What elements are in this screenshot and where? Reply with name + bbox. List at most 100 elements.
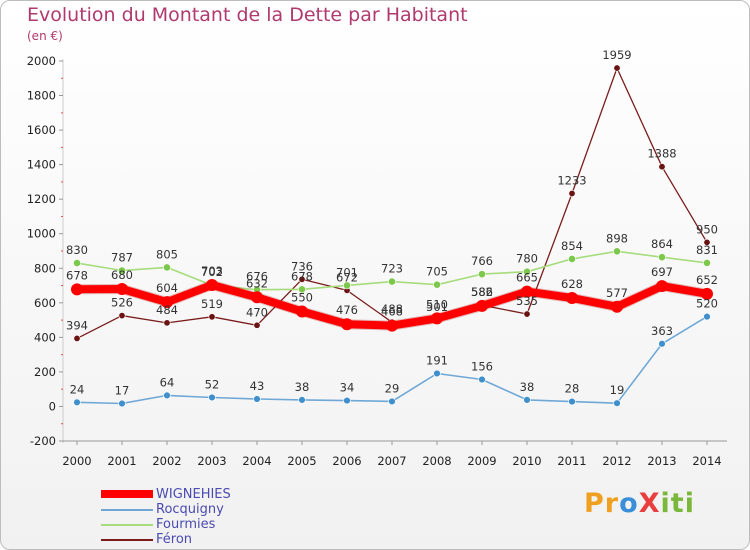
y-tick-label: 1400 — [27, 158, 56, 172]
y-tick-label: 600 — [34, 296, 56, 310]
data-label-rocquigny: 43 — [250, 379, 265, 393]
data-point-feron — [253, 321, 261, 329]
data-point-fourmies — [703, 259, 711, 267]
data-point-wignehies — [296, 305, 308, 318]
legend-label-feron: Féron — [156, 532, 193, 547]
y-tick-label: 1800 — [27, 89, 56, 103]
data-label-wignehies: 582 — [471, 285, 493, 299]
data-label-fourmies: 864 — [651, 237, 673, 251]
y-tick-label: 0 — [49, 399, 56, 413]
data-label-fourmies: 676 — [246, 270, 268, 284]
legend-label-rocquigny: Rocquigny — [156, 502, 224, 517]
data-point-wignehies — [116, 283, 128, 295]
data-point-wignehies — [476, 299, 488, 312]
data-label-wignehies: 665 — [516, 271, 538, 285]
data-point-fourmies — [163, 263, 171, 272]
data-label-feron: 470 — [246, 305, 268, 319]
data-point-fourmies — [613, 247, 621, 256]
data-label-rocquigny: 520 — [696, 297, 718, 311]
y-tick-label: 1000 — [27, 227, 56, 241]
legend-label-wignehies: WIGNEHIES — [156, 487, 231, 502]
data-label-wignehies: 510 — [426, 297, 448, 311]
data-point-rocquigny — [523, 396, 531, 404]
data-label-fourmies: 854 — [561, 239, 583, 253]
data-label-wignehies: 628 — [561, 277, 583, 291]
data-label-wignehies: 604 — [156, 281, 178, 295]
legend-swatch-wignehies — [101, 490, 153, 498]
data-label-feron: 535 — [516, 294, 538, 308]
data-label-rocquigny: 19 — [610, 383, 625, 397]
data-point-fourmies — [298, 285, 306, 294]
logo-letter: t — [670, 488, 685, 519]
data-point-feron — [523, 310, 531, 318]
data-point-feron — [73, 334, 81, 342]
data-point-wignehies — [566, 291, 578, 304]
data-point-wignehies — [71, 283, 83, 296]
data-label-rocquigny: 363 — [651, 324, 673, 338]
data-label-rocquigny: 156 — [471, 360, 493, 374]
data-point-rocquigny — [73, 398, 81, 407]
data-point-rocquigny — [568, 397, 576, 406]
legend-swatch-feron — [101, 539, 153, 541]
y-tick-label: 1600 — [27, 123, 56, 137]
x-tick-label: 2006 — [332, 454, 361, 468]
data-label-feron: 519 — [201, 297, 223, 311]
data-point-fourmies — [388, 277, 396, 286]
data-label-rocquigny: 29 — [385, 381, 400, 395]
y-tick-label: 200 — [34, 365, 56, 379]
x-tick-label: 2012 — [602, 454, 631, 468]
line-chart: -200 0 200 400 600 800 1000 1200 1400 1600 1800 200… — [27, 48, 727, 468]
data-label-wignehies: 550 — [291, 290, 313, 304]
data-label-feron: 526 — [111, 296, 133, 310]
x-tick-label: 2005 — [287, 454, 316, 468]
x-tick-label: 2013 — [647, 454, 676, 468]
data-point-wignehies — [431, 312, 443, 325]
data-point-fourmies — [73, 259, 81, 267]
legend-swatch-rocquigny — [101, 509, 153, 511]
x-tick-label: 2004 — [242, 454, 271, 468]
x-tick-label: 2008 — [422, 454, 451, 468]
data-point-rocquigny — [163, 391, 171, 400]
x-tick-label: 2014 — [692, 454, 721, 468]
data-label-wignehies: 577 — [606, 286, 628, 300]
data-point-rocquigny — [658, 340, 666, 348]
logo-letter: i — [660, 488, 671, 519]
data-point-fourmies — [523, 267, 531, 276]
data-label-wignehies: 632 — [246, 276, 268, 290]
data-point-wignehies — [611, 300, 623, 313]
data-label-fourmies: 678 — [291, 269, 313, 283]
data-point-rocquigny — [253, 395, 261, 403]
chart-unit: (en €) — [27, 29, 63, 43]
data-point-wignehies — [701, 287, 713, 300]
x-tick-label: 2002 — [152, 454, 181, 468]
y-tick-label: 2000 — [27, 54, 56, 68]
data-point-wignehies — [656, 280, 668, 293]
data-point-fourmies — [478, 270, 486, 279]
data-label-wignehies: 680 — [111, 268, 133, 282]
x-tick-label: 2001 — [107, 454, 136, 468]
data-label-fourmies: 830 — [66, 243, 88, 257]
data-point-feron — [163, 319, 171, 327]
data-label-rocquigny: 38 — [295, 380, 310, 394]
chart-title: Evolution du Montant de la Dette par Hab… — [27, 4, 468, 26]
data-label-rocquigny: 24 — [70, 382, 85, 396]
data-label-rocquigny: 191 — [426, 353, 448, 367]
data-point-rocquigny — [388, 397, 396, 406]
data-point-rocquigny — [478, 375, 486, 384]
data-label-feron: 1233 — [557, 173, 586, 187]
data-label-wignehies: 678 — [66, 268, 88, 282]
x-tick-label: 2007 — [377, 454, 406, 468]
data-point-wignehies — [341, 318, 353, 331]
data-label-feron: 484 — [156, 303, 178, 317]
x-tick-label: 2010 — [512, 454, 541, 468]
data-label-fourmies: 701 — [336, 265, 358, 279]
proxiti-logo: ProXiti — [584, 488, 695, 519]
data-label-feron: 950 — [696, 222, 718, 236]
data-point-wignehies — [161, 296, 173, 309]
data-point-rocquigny — [613, 399, 621, 407]
data-label-wignehies: 476 — [336, 303, 358, 317]
data-point-fourmies — [343, 281, 351, 290]
data-label-rocquigny: 17 — [115, 384, 130, 398]
data-point-feron — [703, 238, 711, 246]
